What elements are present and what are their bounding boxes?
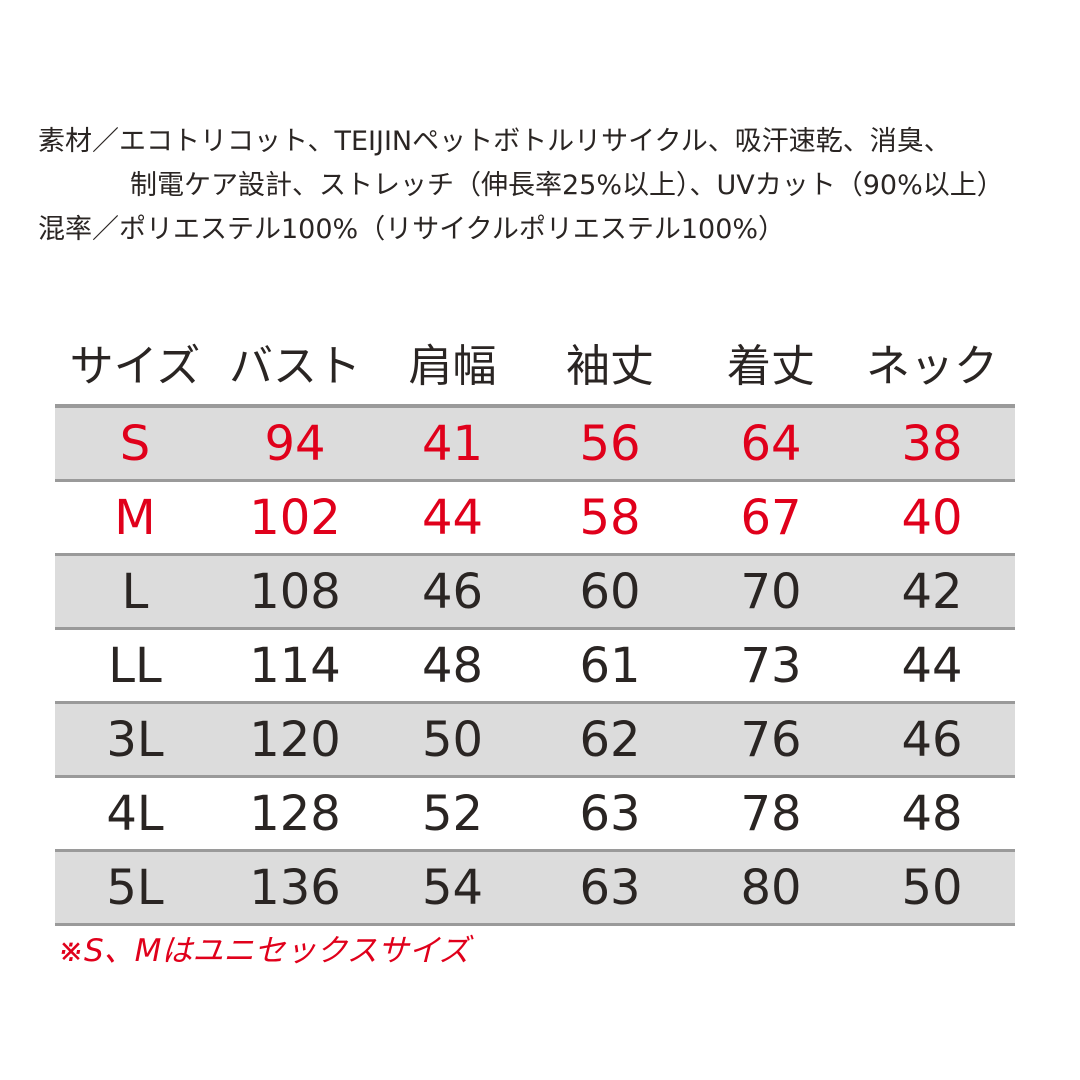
- shoulder-cell: 44: [421, 489, 484, 546]
- material-spec: 素材／エコトリコット、TEIJINペットボトルリサイクル、吸汗速乾、消臭、 制電…: [38, 120, 1004, 252]
- sleeve-cell: 60: [579, 563, 641, 620]
- neck-cell: 42: [901, 563, 963, 620]
- sleeve-cell: 62: [579, 711, 641, 768]
- table-row: 5L 136 54 63 80 50: [55, 852, 1015, 926]
- bust-cell: 114: [249, 637, 341, 694]
- table-row: S 94 41 56 64 38: [55, 408, 1015, 482]
- header-size: サイズ: [69, 341, 201, 392]
- shoulder-cell: 46: [421, 563, 484, 620]
- bust-cell: 102: [249, 489, 341, 546]
- sleeve-cell: 63: [579, 785, 641, 842]
- size-cell: LL: [108, 637, 162, 694]
- header-neck: ネック: [866, 341, 998, 392]
- shoulder-cell: 41: [421, 415, 484, 472]
- neck-cell: 44: [901, 637, 963, 694]
- bust-cell: 120: [249, 711, 341, 768]
- shoulder-cell: 54: [421, 859, 484, 916]
- neck-cell: 50: [901, 859, 963, 916]
- size-cell: M: [114, 489, 156, 546]
- size-cell: 4L: [106, 785, 164, 842]
- sleeve-cell: 58: [579, 489, 641, 546]
- length-cell: 80: [740, 859, 802, 916]
- size-cell: 3L: [106, 711, 164, 768]
- table-row: 4L 128 52 63 78 48: [55, 778, 1015, 852]
- length-cell: 73: [740, 637, 802, 694]
- length-cell: 70: [740, 563, 802, 620]
- header-shoulder: 肩幅: [408, 341, 497, 392]
- sleeve-cell: 56: [579, 415, 641, 472]
- header-bust: バスト: [229, 341, 361, 392]
- spec-line-composition: 混率／ポリエステル100%（リサイクルポリエステル100%）: [38, 214, 786, 245]
- bust-cell: 128: [249, 785, 341, 842]
- neck-cell: 38: [901, 415, 963, 472]
- spec-line-features: 制電ケア設計、ストレッチ（伸長率25%以上）、UVカット（90%以上）: [130, 170, 1004, 201]
- shoulder-cell: 48: [421, 637, 484, 694]
- neck-cell: 46: [901, 711, 963, 768]
- bust-cell: 136: [249, 859, 341, 916]
- sleeve-cell: 61: [579, 637, 641, 694]
- size-cell: 5L: [106, 859, 164, 916]
- header-sleeve: 袖丈: [566, 341, 654, 392]
- length-cell: 78: [740, 785, 802, 842]
- neck-cell: 40: [901, 489, 963, 546]
- size-cell: S: [119, 415, 151, 472]
- shoulder-cell: 52: [421, 785, 484, 842]
- table-row: M 102 44 58 67 40: [55, 482, 1015, 556]
- bust-cell: 108: [249, 563, 341, 620]
- table-row: LL 114 48 61 73 44: [55, 630, 1015, 704]
- size-table: サイズ バスト 肩幅 袖丈 着丈 ネック S 94 41 56 64 38 M …: [55, 330, 1015, 926]
- sleeve-cell: 63: [579, 859, 641, 916]
- length-cell: 64: [740, 415, 802, 472]
- bust-cell: 94: [264, 415, 326, 472]
- spec-line-material: 素材／エコトリコット、TEIJINペットボトルリサイクル、吸汗速乾、消臭、: [38, 126, 951, 157]
- unisex-footnote: ※S、Mはユニセックスサイズ: [58, 933, 470, 969]
- table-row: 3L 120 50 62 76 46: [55, 704, 1015, 778]
- neck-cell: 48: [901, 785, 963, 842]
- size-cell: L: [121, 563, 149, 620]
- shoulder-cell: 50: [421, 711, 484, 768]
- table-header-row: サイズ バスト 肩幅 袖丈 着丈 ネック: [55, 330, 1015, 408]
- length-cell: 76: [740, 711, 802, 768]
- length-cell: 67: [740, 489, 802, 546]
- header-length: 着丈: [727, 341, 815, 392]
- table-row: L 108 46 60 70 42: [55, 556, 1015, 630]
